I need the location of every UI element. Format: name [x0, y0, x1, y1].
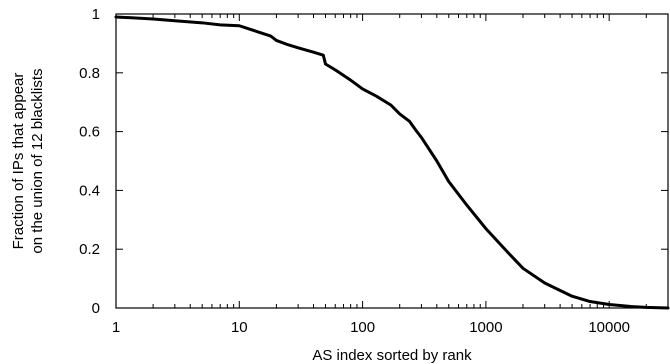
- y-tick-label: 0: [92, 300, 100, 317]
- x-tick-label: 10000: [588, 319, 630, 336]
- x-tick-label: 100: [350, 319, 375, 336]
- series-line: [114, 15, 670, 310]
- x-tick-label: 1000: [469, 319, 502, 336]
- y-tick-label: 1: [92, 6, 100, 23]
- y-axis-ticks: 0 0.2 0.4 0.6 0.8 1: [79, 6, 668, 317]
- x-tick-label: 10: [231, 319, 248, 336]
- y-tick-label: 0.8: [79, 65, 100, 82]
- y-tick-label: 0.4: [79, 182, 100, 199]
- series-layer: [114, 15, 670, 310]
- x-tick-label: 1: [112, 319, 120, 336]
- y-axis-title-line-2: on the union of 12 blacklists: [29, 68, 46, 253]
- x-axis-ticks: 1 10 100 1000 10000: [112, 14, 669, 336]
- x-axis-title: AS index sorted by rank: [312, 347, 472, 364]
- y-tick-label: 0.6: [79, 124, 100, 141]
- plot-frame: [115, 13, 669, 309]
- y-tick-label: 0.2: [79, 241, 100, 258]
- y-axis-title-line-1: Fraction of IPs that appear: [10, 73, 27, 250]
